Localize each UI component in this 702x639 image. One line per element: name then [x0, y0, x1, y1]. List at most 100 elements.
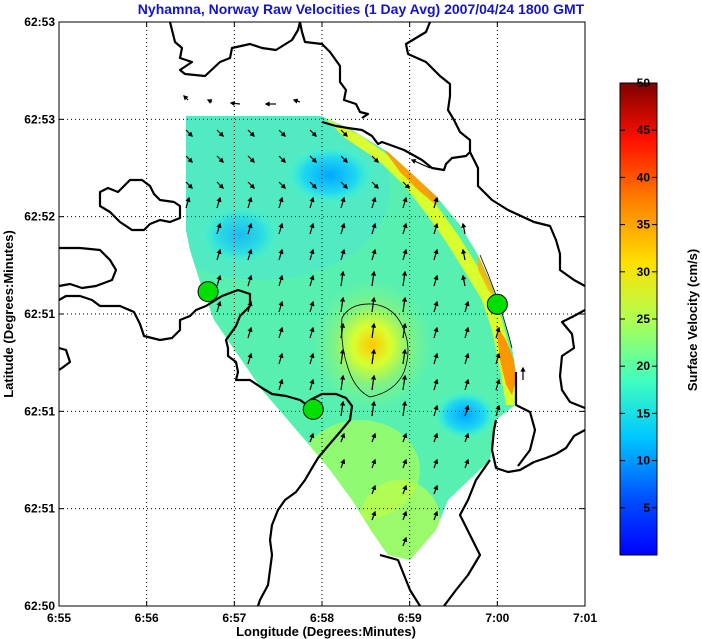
velocity-arrowhead	[339, 374, 346, 380]
velocity-arrowhead	[373, 183, 379, 189]
velocity-arrowhead	[340, 196, 346, 203]
velocity-arrowhead	[495, 378, 501, 385]
velocity-arrowhead	[402, 196, 408, 203]
velocity-arrowhead	[461, 274, 467, 281]
velocity-arrowhead	[401, 374, 408, 380]
velocity-arrowhead	[216, 300, 222, 307]
velocity-arrowhead	[340, 222, 346, 229]
y-axis-ticks: 62:50 62:51 62:51 62:51 62:52 62:53 62:53	[24, 15, 585, 613]
colorbar-ticks: 5 10 15 20 25 30 35 40 45 50	[620, 76, 657, 515]
y-tick-label: 62:51	[24, 404, 55, 418]
colorbar-tick-label: 10	[637, 454, 651, 468]
velocity-arrowhead	[229, 100, 235, 106]
velocity-arrowhead	[342, 131, 348, 137]
velocity-arrowhead	[339, 400, 346, 406]
velocity-arrowhead	[247, 196, 253, 203]
velocity-arrowhead	[311, 131, 317, 137]
velocity-arrowhead	[370, 322, 377, 328]
velocity-arrowhead	[216, 248, 222, 255]
velocity-arrowhead	[309, 352, 315, 359]
velocity-arrowhead	[216, 222, 222, 229]
velocity-arrowhead	[433, 484, 439, 491]
velocity-arrowhead	[278, 248, 284, 255]
velocity-arrowhead	[187, 183, 193, 189]
velocity-arrowhead	[433, 300, 439, 307]
velocity-arrowhead	[401, 348, 408, 354]
coastline	[59, 22, 585, 606]
chart-title: Nyhamna, Norway Raw Velocities (1 Day Av…	[137, 1, 585, 17]
velocity-arrowhead	[464, 378, 470, 385]
velocity-arrowhead	[249, 157, 255, 163]
velocity-arrowhead	[520, 366, 526, 372]
x-axis-ticks: 6:55 6:56 6:57 6:58 6:59 7:00 7:01	[47, 22, 597, 625]
velocity-arrowhead	[311, 183, 317, 189]
velocity-arrowhead	[309, 378, 315, 385]
velocity-arrowhead	[433, 510, 439, 517]
velocity-arrowhead	[309, 248, 315, 255]
velocity-arrowhead	[433, 458, 439, 465]
velocity-arrowhead	[183, 95, 189, 101]
velocity-arrowhead	[280, 157, 286, 163]
velocity-arrowhead	[216, 274, 222, 281]
velocity-arrowhead	[402, 432, 408, 439]
velocity-arrowhead	[371, 484, 377, 491]
velocity-arrowhead	[247, 274, 253, 281]
velocity-arrowhead	[370, 374, 377, 380]
velocity-arrowhead	[370, 296, 377, 302]
velocity-arrowhead	[433, 274, 439, 281]
velocity-arrowhead	[187, 131, 193, 137]
velocity-arrowhead	[309, 196, 315, 203]
velocity-arrowhead	[218, 131, 224, 137]
velocity-arrowhead	[371, 510, 377, 517]
velocity-arrowhead	[342, 157, 348, 163]
station-marker	[486, 293, 508, 315]
velocity-arrowhead	[247, 326, 253, 333]
velocity-arrowhead	[433, 432, 439, 439]
velocity-arrowhead	[185, 196, 191, 203]
velocity-arrowhead	[433, 404, 439, 411]
stations	[197, 281, 508, 420]
velocity-arrowhead	[401, 322, 408, 328]
velocity-arrowhead	[402, 510, 408, 517]
velocity-arrowhead	[402, 248, 408, 255]
x-tick-label: 6:57	[222, 611, 246, 625]
velocity-arrowhead	[464, 352, 470, 359]
velocity-arrowhead	[309, 432, 315, 439]
station-marker	[197, 281, 219, 303]
velocity-arrowhead	[495, 404, 501, 411]
velocity-arrowhead	[278, 326, 284, 333]
y-tick-label: 62:51	[24, 307, 55, 321]
velocity-arrowhead	[401, 270, 408, 276]
velocity-arrowhead	[401, 400, 408, 406]
colorbar-label: Surface Velocity (cm/s)	[685, 249, 700, 391]
velocity-arrowhead	[371, 458, 377, 465]
velocity-arrowhead	[371, 248, 377, 255]
velocity-arrowhead	[309, 222, 315, 229]
velocity-arrowhead	[340, 248, 346, 255]
velocity-arrowhead	[309, 326, 315, 333]
x-tick-label: 7:00	[485, 611, 509, 625]
velocity-arrowhead	[218, 183, 224, 189]
y-tick-label: 62:53	[24, 15, 55, 29]
colorbar-tick-label: 5	[643, 501, 650, 515]
velocity-arrowhead	[278, 274, 284, 281]
colorbar-tick-label: 40	[637, 170, 651, 184]
x-tick-label: 6:59	[398, 611, 422, 625]
y-tick-label: 62:50	[24, 599, 55, 613]
colorbar-tick-label: 45	[637, 123, 651, 137]
velocity-arrowhead	[404, 183, 410, 189]
velocity-arrowhead	[370, 270, 377, 276]
velocity-arrowhead	[464, 300, 470, 307]
y-tick-label: 62:51	[24, 502, 55, 516]
velocity-arrowhead	[247, 248, 253, 255]
colorbar: 5 10 15 20 25 30 35 40 45 50 Surface Velocity (cm…	[619, 76, 700, 556]
velocity-arrowhead	[278, 300, 284, 307]
colorbar-tick-label: 20	[637, 359, 651, 373]
velocity-arrowhead	[309, 300, 315, 307]
velocity-arrowhead	[280, 131, 286, 137]
velocity-arrowhead	[410, 159, 417, 164]
velocity-arrowhead	[402, 484, 408, 491]
velocity-arrowhead	[371, 432, 377, 439]
velocity-arrowhead	[249, 183, 255, 189]
